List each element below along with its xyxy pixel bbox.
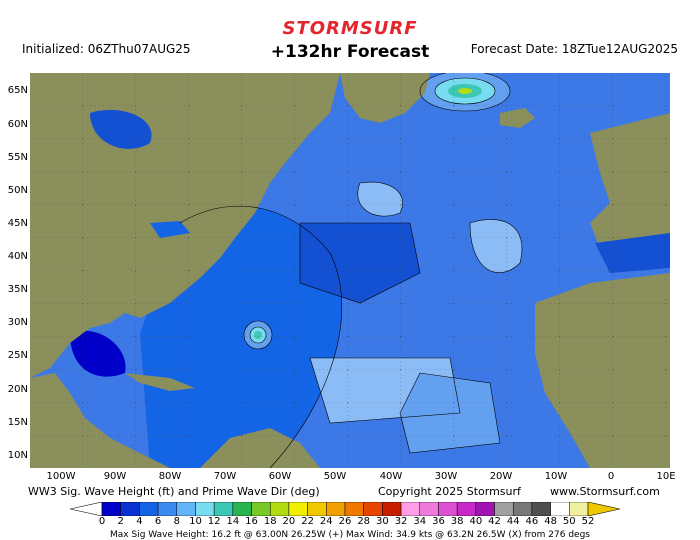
scale-tick-label: 14 bbox=[226, 516, 240, 527]
scale-tick-label: 50 bbox=[562, 516, 576, 527]
stormsurf-logo: STORMSURF bbox=[282, 18, 418, 39]
scale-cell bbox=[120, 502, 140, 516]
scale-cell bbox=[213, 502, 234, 516]
scale-cell bbox=[326, 502, 346, 516]
lon-label-90w: 90W bbox=[103, 471, 127, 482]
forecast-date-label: Forecast Date: 18ZTue12AUG2025 bbox=[470, 42, 678, 56]
lat-label-10n: 10N bbox=[7, 450, 28, 461]
scale-arrow-left bbox=[70, 502, 103, 516]
lon-label-30w: 30W bbox=[434, 471, 458, 482]
scale-cell bbox=[419, 502, 439, 516]
scale-tick-label: 22 bbox=[301, 516, 314, 527]
product-description: WW3 Sig. Wave Height (ft) and Prime Wave… bbox=[28, 485, 320, 498]
scale-cell bbox=[550, 502, 570, 516]
wave-height-map bbox=[30, 73, 670, 468]
lat-label-20n: 20N bbox=[7, 384, 28, 395]
lon-label-60w: 60W bbox=[268, 471, 292, 482]
scale-cell bbox=[139, 502, 159, 516]
lat-label-35n: 35N bbox=[7, 284, 28, 295]
lat-label-45n: 45N bbox=[7, 218, 28, 229]
lat-label-65n: 65N bbox=[7, 85, 28, 96]
lon-label-10e: 10E bbox=[656, 471, 676, 482]
lon-label-40w: 40W bbox=[379, 471, 403, 482]
scale-cell bbox=[382, 502, 402, 516]
scale-cell bbox=[512, 502, 533, 516]
initialized-label: Initialized: 06ZThu07AUG25 bbox=[22, 42, 191, 56]
scale-cell bbox=[288, 502, 308, 516]
scale-tick-label: 18 bbox=[263, 516, 277, 527]
scale-tick-label: 46 bbox=[525, 516, 539, 527]
color-scale bbox=[70, 502, 620, 516]
lat-label-55n: 55N bbox=[7, 152, 28, 163]
scale-cell bbox=[475, 502, 495, 516]
lon-label-100w: 100W bbox=[46, 471, 76, 482]
scale-tick-label: 24 bbox=[319, 516, 333, 527]
scale-arrow-right bbox=[587, 502, 620, 516]
scale-cell bbox=[494, 502, 514, 516]
scale-cell bbox=[307, 502, 327, 516]
scale-cell bbox=[344, 502, 364, 516]
scale-tick-label: 10 bbox=[189, 516, 202, 527]
scale-cell bbox=[157, 502, 178, 516]
scale-tick-label: 44 bbox=[506, 516, 520, 527]
scale-tick-label: 8 bbox=[173, 516, 180, 527]
lat-label-60n: 60N bbox=[7, 119, 28, 130]
scale-cell bbox=[400, 502, 421, 516]
copyright: Copyright 2025 Stormsurf bbox=[378, 485, 521, 498]
scale-tick-label: 20 bbox=[282, 516, 296, 527]
scale-cell bbox=[531, 502, 551, 516]
lon-label-70w: 70W bbox=[213, 471, 237, 482]
scale-tick-label: 38 bbox=[450, 516, 464, 527]
scale-tick-label: 28 bbox=[357, 516, 371, 527]
scale-tick-label: 4 bbox=[136, 516, 143, 527]
scale-tick-label: 12 bbox=[207, 516, 221, 527]
scale-tick-label: 16 bbox=[245, 516, 258, 527]
scale-cell bbox=[195, 502, 215, 516]
scale-cell bbox=[569, 502, 589, 516]
scale-cell bbox=[456, 502, 477, 516]
lon-label-0: 0 bbox=[607, 471, 615, 482]
map-svg bbox=[30, 73, 670, 468]
lat-label-25n: 25N bbox=[7, 350, 28, 361]
lat-label-15n: 15N bbox=[7, 417, 28, 428]
lat-label-50n: 50N bbox=[7, 185, 28, 196]
lon-label-50w: 50W bbox=[323, 471, 347, 482]
lat-label-30n: 30N bbox=[7, 317, 28, 328]
lon-label-20w: 20W bbox=[489, 471, 513, 482]
scale-tick-label: 52 bbox=[581, 516, 595, 527]
lon-label-80w: 80W bbox=[158, 471, 182, 482]
scale-cell bbox=[232, 502, 252, 516]
scale-tick-label: 48 bbox=[544, 516, 557, 527]
website-link[interactable]: www.Stormsurf.com bbox=[550, 485, 660, 498]
scale-cell bbox=[363, 502, 383, 516]
scale-tick-label: 26 bbox=[338, 516, 352, 527]
scale-cell bbox=[176, 502, 196, 516]
scale-tick-label: 30 bbox=[376, 516, 389, 527]
scale-tick-label: 34 bbox=[413, 516, 427, 527]
scale-cell bbox=[251, 502, 271, 516]
scale-cell bbox=[269, 502, 290, 516]
scale-tick-label: 40 bbox=[469, 516, 483, 527]
scale-cell bbox=[438, 502, 458, 516]
lat-label-40n: 40N bbox=[7, 251, 28, 262]
scale-tick-label: 42 bbox=[488, 516, 501, 527]
scale-cell bbox=[101, 502, 121, 516]
scale-tick-label: 32 bbox=[394, 516, 408, 527]
scale-tick-label: 0 bbox=[98, 516, 106, 527]
scale-tick-label: 6 bbox=[154, 516, 162, 527]
scale-tick-label: 36 bbox=[432, 516, 445, 527]
forecast-title: +132hr Forecast bbox=[270, 42, 430, 62]
max-stats: Max Sig Wave Height: 16.2 ft @ 63.00N 26… bbox=[110, 530, 590, 540]
lon-label-10w: 10W bbox=[544, 471, 568, 482]
scale-tick-label: 2 bbox=[117, 516, 124, 527]
